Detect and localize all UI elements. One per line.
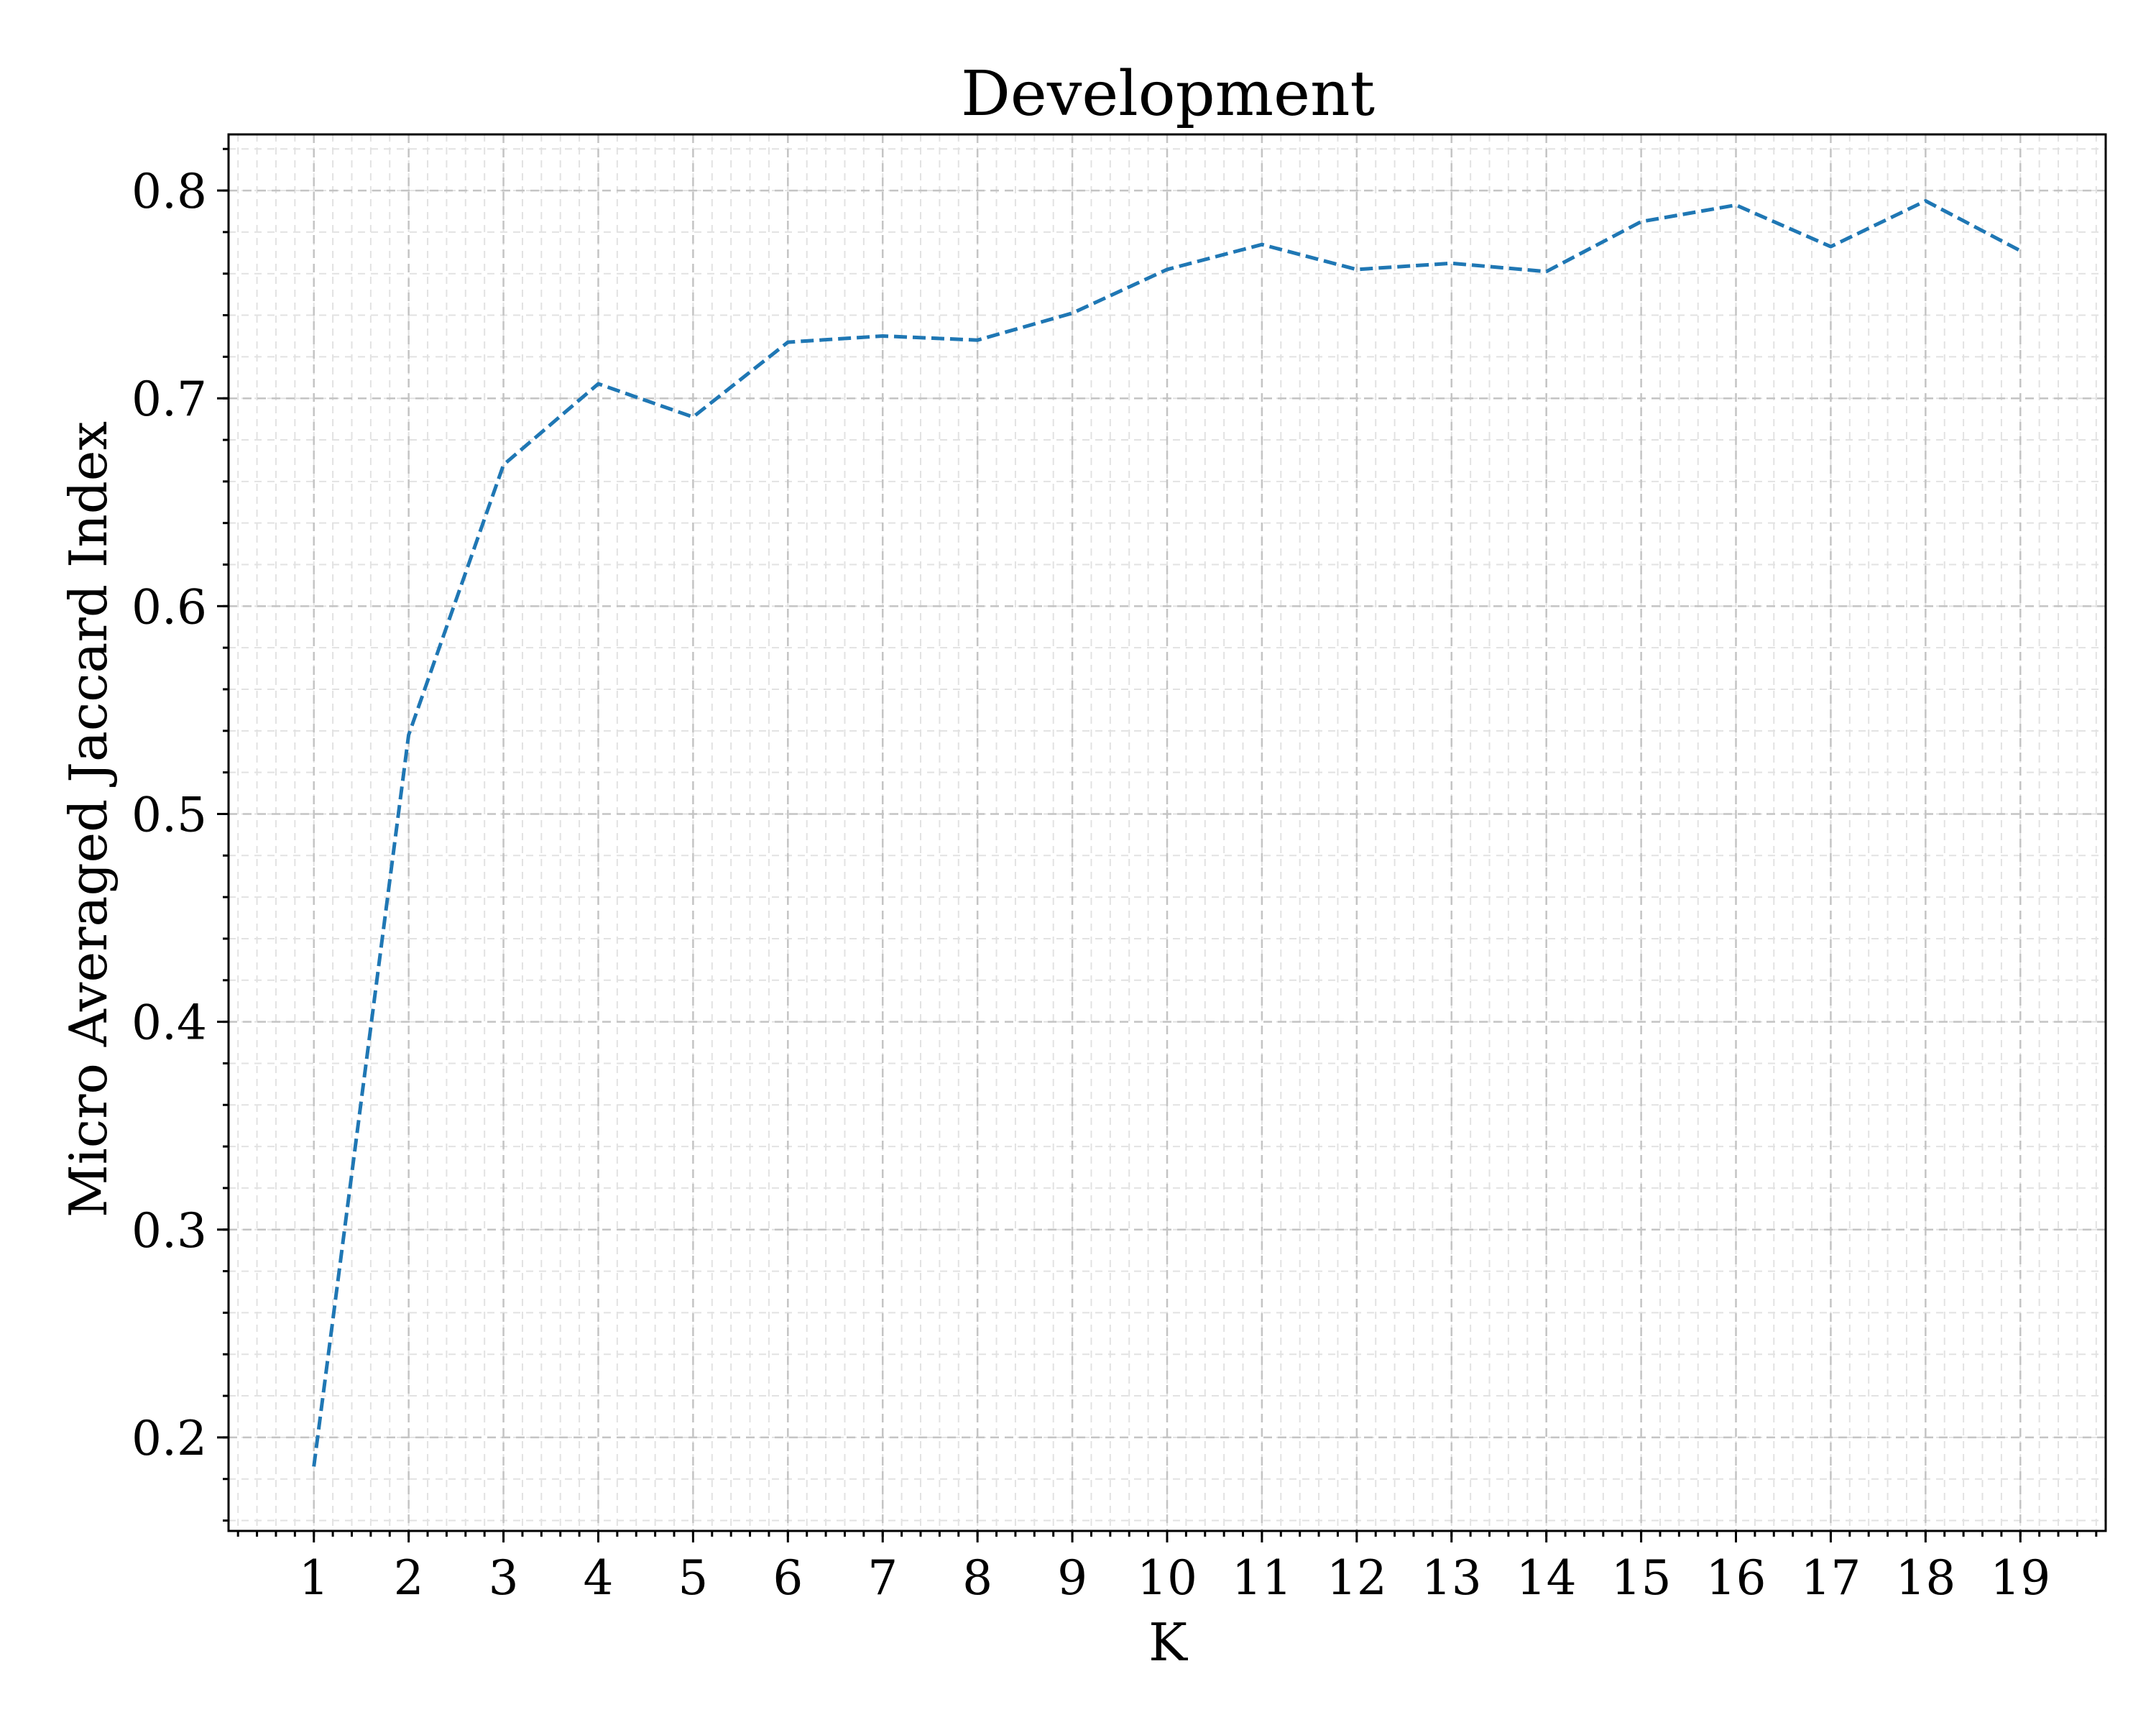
x-tick-label: 2 [394,1550,424,1606]
y-tick-label: 0.6 [132,579,207,635]
x-tick-label: 12 [1327,1550,1387,1606]
major-grid [229,134,2106,1531]
x-tick-label: 1 [299,1550,329,1606]
x-tick-label: 15 [1611,1550,1672,1606]
x-tick-label: 16 [1706,1550,1766,1606]
y-axis-tick-labels: 0.2 0.3 0.4 0.5 0.6 0.7 0.8 [132,164,207,1466]
x-tick-label: 7 [867,1550,898,1606]
y-tick-label: 0.3 [132,1203,207,1259]
x-tick-label: 14 [1516,1550,1577,1606]
y-tick-label: 0.2 [132,1411,207,1466]
x-tick-label: 8 [962,1550,992,1606]
series-line-1 [312,199,2022,1467]
y-tick-label: 0.5 [132,787,207,842]
x-tick-label: 3 [489,1550,519,1606]
x-axis-tick-labels: 1 2 3 4 5 6 7 8 9 10 11 12 13 14 15 16 17 18 19 [299,1550,2051,1606]
x-tick-label: 17 [1800,1550,1861,1606]
chart-title: Development [961,58,1375,130]
series-layer [312,199,2022,1467]
x-tick-label: 5 [678,1550,708,1606]
y-tick-label: 0.8 [132,164,207,219]
x-tick-label: 4 [583,1550,613,1606]
x-tick-label: 18 [1895,1550,1955,1606]
y-tick-label: 0.7 [132,372,207,427]
y-axis-label: Micro Averaged Jaccard Index [58,421,119,1218]
x-axis-label: K [1148,1612,1188,1673]
y-axis-ticks [217,147,229,1522]
x-tick-label: 10 [1137,1550,1197,1606]
x-tick-label: 6 [773,1550,803,1606]
x-tick-label: 11 [1232,1550,1292,1606]
x-tick-label: 9 [1057,1550,1087,1606]
x-axis-ticks [236,1531,2098,1542]
x-tick-label: 19 [1990,1550,2050,1606]
y-tick-label: 0.4 [132,995,207,1051]
x-tick-label: 13 [1422,1550,1482,1606]
